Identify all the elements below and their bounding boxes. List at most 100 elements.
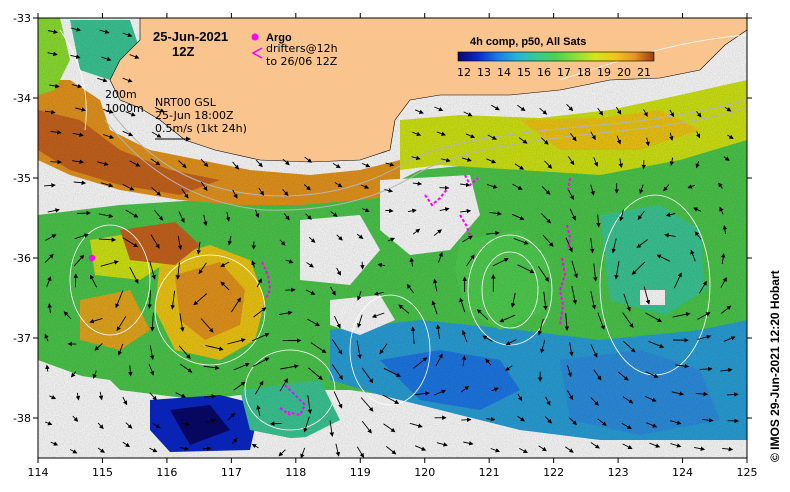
current-arrow [193, 293, 207, 306]
current-arrow [227, 412, 236, 421]
current-arrow [103, 108, 114, 114]
current-arrow [300, 447, 306, 458]
current-arrow [94, 343, 103, 351]
current-arrow [463, 441, 474, 446]
current-arrow [175, 262, 181, 280]
current-arrow [720, 367, 733, 373]
current-arrow [386, 446, 397, 455]
current-arrow [461, 355, 467, 367]
current-arrow [252, 357, 270, 367]
current-arrow [43, 183, 56, 188]
drifter-track [459, 214, 471, 236]
current-arrow [278, 310, 293, 316]
drifter-tracks [261, 174, 572, 417]
contour-200-label: 200m [105, 88, 137, 101]
current-arrow [128, 365, 133, 377]
current-arrow [129, 266, 139, 284]
current-arrow [97, 422, 104, 430]
current-arrow [569, 342, 574, 357]
current-arrow [180, 363, 193, 373]
current-arrow [569, 208, 576, 221]
current-arrow [461, 157, 472, 162]
lat-tick-label: -38 [13, 412, 31, 425]
current-arrow [307, 318, 320, 327]
lon-tick-label: 120 [414, 466, 435, 479]
current-arrow [491, 104, 500, 111]
current-arrow [98, 391, 104, 401]
current-arrow [258, 187, 265, 196]
current-arrow [202, 446, 212, 451]
current-arrow [44, 109, 56, 115]
current-arrow [436, 131, 446, 136]
current-arrow [96, 161, 109, 166]
current-arrow [699, 366, 713, 372]
current-arrow [512, 183, 523, 190]
current-arrow [205, 344, 224, 351]
current-arrow [69, 449, 78, 454]
current-arrow [152, 423, 161, 429]
current-arrow [356, 340, 362, 359]
current-arrow [720, 253, 726, 264]
current-arrow [251, 443, 259, 449]
current-arrow [435, 353, 443, 367]
current-arrow [669, 132, 674, 141]
current-arrow [149, 345, 155, 360]
latitude-axis: -33 -34 -35 -36 -37 -38 [13, 12, 752, 425]
current-arrow [255, 159, 263, 168]
current-arrow [147, 290, 152, 309]
lat-tick-label: -37 [13, 332, 31, 345]
current-arrow [278, 449, 286, 457]
current-arrow [669, 109, 675, 118]
current-arrow [687, 184, 695, 189]
current-arrow [672, 312, 691, 318]
current-arrow [122, 32, 133, 38]
current-arrow [122, 77, 133, 83]
current-arrow [149, 261, 156, 280]
current-arrow [439, 207, 450, 212]
current-arrow [541, 185, 551, 195]
current-arrow [656, 254, 671, 262]
current-arrow [510, 292, 516, 308]
current-arrow [89, 317, 103, 324]
current-arrow [70, 54, 81, 59]
colorbar-tick-label: 19 [597, 66, 611, 79]
current-arrow [330, 286, 336, 296]
current-arrow [410, 326, 416, 344]
current-arrow [150, 234, 160, 249]
drifter-track [566, 224, 572, 251]
current-arrow [148, 363, 155, 376]
current-arrow [564, 446, 574, 453]
map-date: 25-Jun-2021 [153, 29, 228, 44]
current-arrow [125, 209, 139, 218]
current-arrow [492, 258, 509, 267]
current-arrow [307, 395, 313, 414]
current-arrow [570, 133, 577, 142]
current-arrow [545, 396, 551, 406]
lon-tick-label: 125 [737, 466, 758, 479]
current-arrow [719, 206, 724, 215]
current-arrow [74, 233, 89, 240]
current-arrow [639, 184, 644, 194]
current-arrow [459, 297, 466, 313]
current-arrow [487, 134, 497, 140]
current-arrow [593, 263, 598, 282]
current-arrow [412, 131, 422, 137]
current-arrow [232, 161, 240, 170]
current-arrow [308, 236, 316, 243]
current-arrow [517, 393, 523, 402]
current-arrow [99, 29, 110, 34]
current-arrow [233, 362, 250, 371]
contour-1000-label: 1000m [105, 102, 144, 115]
current-arrow [665, 212, 676, 217]
current-arrow [695, 131, 701, 139]
current-arrow [486, 230, 500, 236]
current-arrow [696, 111, 702, 118]
colorbar-tick-label: 16 [537, 66, 551, 79]
lon-tick-label: 119 [350, 466, 371, 479]
current-arrow [279, 239, 286, 246]
current-arrow [122, 183, 135, 191]
current-arrow [72, 415, 79, 422]
current-arrow [225, 211, 231, 222]
current-arrow [543, 291, 548, 311]
current-arrow [44, 421, 53, 426]
